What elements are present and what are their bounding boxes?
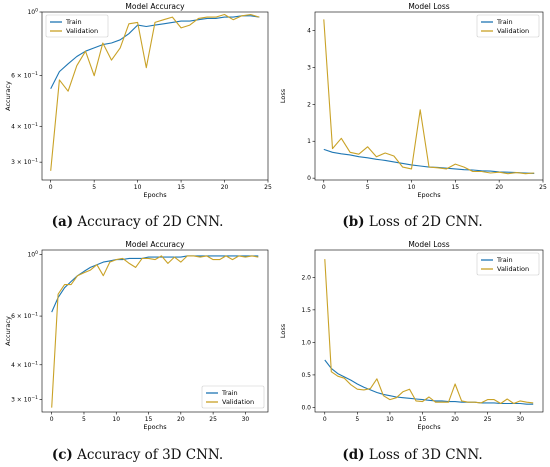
x-tick-label: 5 — [366, 184, 370, 191]
series-line-validation — [325, 259, 533, 403]
y-tick-label: 3 — [307, 64, 311, 71]
chart-panel-c: Model Accuracy 0 5 10 15 20 25 30 100 6 × 10−1 4 ×… — [0, 240, 275, 444]
legend-label-validation: Validation — [66, 27, 98, 35]
series-line-validation — [324, 19, 534, 173]
x-tick-label: 25 — [264, 184, 272, 191]
x-tick-label: 15 — [451, 184, 459, 191]
caption-a: (a) Accuracy of 2D CNN. — [0, 214, 275, 230]
y-tick-label: 2.0 — [301, 274, 311, 281]
legend-label-validation: Validation — [222, 398, 254, 406]
legend-label-train: Train — [221, 389, 238, 397]
legend-label-validation: Validation — [497, 27, 529, 35]
x-tick-label: 20 — [451, 416, 459, 423]
caption-d-text: Loss of 3D CNN. — [365, 447, 483, 463]
legend-label-train: Train — [65, 18, 82, 26]
legend-label-train: Train — [496, 256, 513, 264]
x-tick-label: 10 — [408, 184, 416, 191]
x-tick-label: 20 — [221, 184, 229, 191]
x-tick-label: 20 — [177, 416, 185, 423]
caption-b-text: Loss of 2D CNN. — [365, 214, 483, 230]
caption-a-label: (a) — [52, 214, 74, 230]
y-tick-label: 6 × 10−1 — [11, 71, 38, 80]
y-tick-label: 6 × 10−1 — [11, 312, 38, 321]
chart-title: Model Loss — [408, 240, 449, 249]
x-tick-label: 10 — [134, 184, 142, 191]
x-tick-label: 0 — [49, 184, 53, 191]
y-tick-label: 4 × 10−1 — [11, 122, 38, 131]
loss-2d-chart: Model Loss 0 5 10 15 20 25 0 1 2 3 4 Epochs Loss Train… — [275, 0, 550, 210]
chart-panel-d: Model Loss 0 5 10 15 20 25 30 0.0 0.5 1.0 1.5 2.0 Epo… — [275, 240, 550, 444]
chart-title: Model Loss — [408, 2, 449, 11]
y-tick-label: 3 × 10−1 — [11, 158, 38, 167]
y-axis-label: Loss — [279, 88, 287, 103]
y-tick-label: 100 — [27, 250, 38, 259]
y-tick-label: 1.5 — [301, 307, 311, 314]
caption-d: (d) Loss of 3D CNN. — [275, 447, 550, 463]
x-tick-label: 10 — [112, 416, 120, 423]
y-tick-label: 0 — [307, 175, 311, 182]
y-tick-label: 100 — [27, 8, 38, 17]
y-tick-label: 1 — [307, 138, 311, 145]
x-tick-label: 25 — [484, 416, 492, 423]
x-tick-label: 25 — [539, 184, 547, 191]
y-tick-label: 3 × 10−1 — [11, 395, 38, 404]
series-line-validation — [51, 15, 260, 171]
x-axis-label: Epochs — [143, 423, 167, 431]
series-line-validation — [52, 256, 259, 408]
accuracy-2d-chart: Model Accuracy 0 5 10 15 20 25 100 6 × 10−1 4 × 1… — [0, 0, 275, 210]
x-tick-label: 30 — [242, 416, 250, 423]
x-tick-label: 15 — [177, 184, 185, 191]
x-tick-label: 5 — [92, 184, 96, 191]
y-axis-label: Accuracy — [4, 316, 12, 346]
x-tick-label: 15 — [419, 416, 427, 423]
caption-b-label: (b) — [342, 214, 364, 230]
x-tick-label: 5 — [355, 416, 359, 423]
y-tick-label: 0.0 — [301, 404, 311, 411]
chart-panel-b: Model Loss 0 5 10 15 20 25 0 1 2 3 4 Epochs Loss Train… — [275, 0, 550, 210]
y-axis-label: Loss — [279, 323, 287, 338]
y-tick-label: 4 × 10−1 — [11, 360, 38, 369]
chart-title: Model Accuracy — [125, 2, 185, 11]
y-tick-label: 1.0 — [301, 339, 311, 346]
legend-label-validation: Validation — [497, 265, 529, 273]
x-tick-label: 0 — [322, 184, 326, 191]
caption-d-label: (d) — [342, 447, 364, 463]
legend-label-train: Train — [496, 18, 513, 26]
y-axis-label: Accuracy — [4, 81, 12, 111]
caption-c-label: (c) — [52, 447, 73, 463]
x-tick-label: 25 — [209, 416, 217, 423]
caption-a-text: Accuracy of 2D CNN. — [73, 214, 223, 230]
caption-c: (c) Accuracy of 3D CNN. — [0, 447, 275, 463]
chart-title: Model Accuracy — [125, 240, 185, 249]
x-tick-label: 20 — [495, 184, 503, 191]
accuracy-3d-chart: Model Accuracy 0 5 10 15 20 25 30 100 6 × 10−1 4 ×… — [0, 240, 275, 444]
caption-c-text: Accuracy of 3D CNN. — [73, 447, 223, 463]
loss-3d-chart: Model Loss 0 5 10 15 20 25 30 0.0 0.5 1.0 1.5 2.0 Epo… — [275, 240, 550, 444]
y-tick-label: 4 — [307, 27, 311, 34]
y-tick-label: 0.5 — [301, 372, 311, 379]
x-tick-label: 0 — [50, 416, 54, 423]
x-axis-label: Epochs — [143, 191, 167, 199]
x-axis-label: Epochs — [417, 191, 441, 199]
y-tick-label: 2 — [307, 101, 311, 108]
x-tick-label: 10 — [386, 416, 394, 423]
x-tick-label: 5 — [82, 416, 86, 423]
series-line-train — [52, 256, 259, 312]
x-tick-label: 30 — [516, 416, 524, 423]
x-axis-label: Epochs — [417, 423, 441, 431]
x-tick-label: 0 — [323, 416, 327, 423]
caption-b: (b) Loss of 2D CNN. — [275, 214, 550, 230]
x-tick-label: 15 — [145, 416, 153, 423]
chart-panel-a: Model Accuracy 0 5 10 15 20 25 100 6 × 10−1 4 × 1… — [0, 0, 275, 210]
